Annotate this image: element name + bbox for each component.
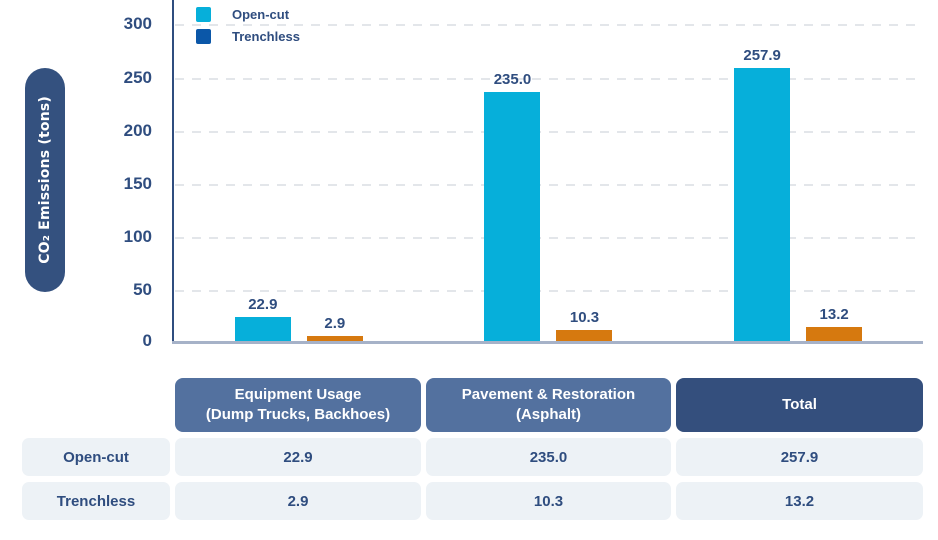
legend-label-trenchless: Trenchless bbox=[232, 29, 300, 44]
bar-col-open-cut: 235.0 bbox=[484, 71, 541, 341]
bar-value-label: 2.9 bbox=[324, 315, 346, 332]
bar-col-open-cut: 257.9 bbox=[734, 47, 791, 341]
bar-col-open-cut: 22.9 bbox=[234, 296, 291, 341]
legend: Open-cut Trenchless bbox=[196, 7, 300, 44]
y-axis-tick: 150 bbox=[123, 174, 152, 193]
bar-open-cut-equipment bbox=[234, 317, 291, 341]
row-label-open-cut: Open-cut bbox=[22, 438, 170, 476]
bar-trenchless-pavement bbox=[556, 330, 613, 341]
gridline-200 bbox=[175, 131, 923, 133]
legend-item-trenchless: Trenchless bbox=[196, 29, 300, 44]
bar-open-cut-pavement bbox=[484, 92, 541, 341]
x-axis-line bbox=[172, 341, 923, 344]
cell-open-cut-pavement: 235.0 bbox=[426, 438, 671, 476]
bar-value-label: 10.3 bbox=[569, 309, 600, 326]
y-axis-tick: 100 bbox=[123, 227, 152, 246]
bar-group-equipment-usage: 22.9 2.9 bbox=[234, 296, 363, 341]
bar-col-trenchless: 10.3 bbox=[556, 309, 613, 341]
legend-label-open-cut: Open-cut bbox=[232, 7, 290, 22]
gridline-50 bbox=[175, 290, 923, 292]
bar-open-cut-total bbox=[734, 68, 791, 341]
y-axis-tick: 200 bbox=[123, 121, 152, 140]
bar-col-trenchless: 13.2 bbox=[806, 306, 863, 341]
y-axis-tick: 0 bbox=[142, 331, 152, 350]
table-header-pavement-restoration: Pavement & Restoration (Asphalt) bbox=[426, 378, 671, 432]
bar-group-pavement-restoration: 235.0 10.3 bbox=[484, 71, 613, 341]
legend-item-open-cut: Open-cut bbox=[196, 7, 300, 22]
summary-table: Equipment Usage (Dump Trucks, Backhoes) … bbox=[22, 378, 923, 520]
bar-value-label: 257.9 bbox=[743, 47, 781, 64]
gridline-150 bbox=[175, 184, 923, 186]
y-axis-line bbox=[172, 0, 174, 343]
gridline-300 bbox=[175, 24, 923, 26]
bar-group-total: 257.9 13.2 bbox=[734, 47, 863, 341]
bar-trenchless-total bbox=[806, 327, 863, 341]
gridline-100 bbox=[175, 237, 923, 239]
y-axis-label: CO₂ Emissions (tons) bbox=[37, 96, 53, 264]
bar-value-label: 235.0 bbox=[493, 71, 532, 88]
y-axis-tick: 250 bbox=[123, 68, 152, 87]
bar-value-label: 13.2 bbox=[819, 306, 849, 323]
y-axis-label-pill: CO₂ Emissions (tons) bbox=[25, 68, 65, 292]
legend-swatch-open-cut bbox=[196, 7, 211, 22]
table-header-total: Total bbox=[676, 378, 923, 432]
bar-col-trenchless: 2.9 bbox=[306, 315, 363, 341]
cell-trenchless-pavement: 10.3 bbox=[426, 482, 671, 520]
gridline-250 bbox=[175, 78, 923, 80]
bar-trenchless-equipment bbox=[306, 336, 363, 341]
table-header-equipment-usage: Equipment Usage (Dump Trucks, Backhoes) bbox=[175, 378, 421, 432]
bar-value-label: 22.9 bbox=[248, 296, 278, 313]
legend-swatch-trenchless bbox=[196, 29, 211, 44]
plot-area: 22.9 2.9 235.0 10.3 bbox=[174, 0, 923, 341]
cell-open-cut-equipment: 22.9 bbox=[175, 438, 421, 476]
row-label-trenchless: Trenchless bbox=[22, 482, 170, 520]
y-axis-tick: 300 bbox=[123, 14, 152, 33]
co2-bar-chart: 300 250 200 150 100 50 0 CO₂ Emissions (… bbox=[25, 0, 923, 350]
cell-trenchless-total: 13.2 bbox=[676, 482, 923, 520]
table-corner-spacer bbox=[22, 378, 170, 432]
y-axis-tick: 50 bbox=[133, 280, 152, 299]
cell-open-cut-total: 257.9 bbox=[676, 438, 923, 476]
cell-trenchless-equipment: 2.9 bbox=[175, 482, 421, 520]
